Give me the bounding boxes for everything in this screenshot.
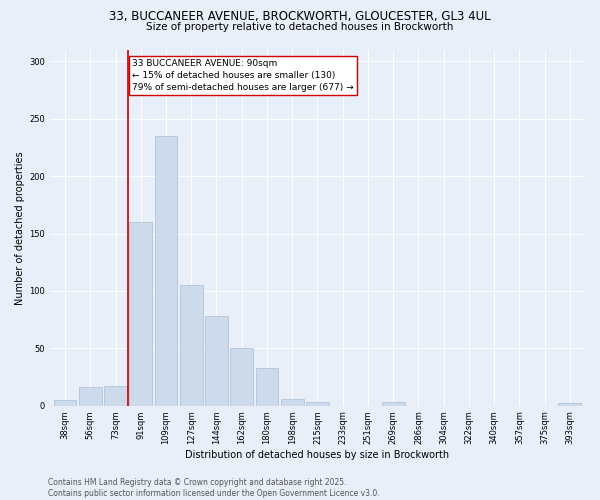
Text: 33, BUCCANEER AVENUE, BROCKWORTH, GLOUCESTER, GL3 4UL: 33, BUCCANEER AVENUE, BROCKWORTH, GLOUCE… xyxy=(109,10,491,23)
Bar xyxy=(205,316,228,406)
X-axis label: Distribution of detached houses by size in Brockworth: Distribution of detached houses by size … xyxy=(185,450,449,460)
Bar xyxy=(382,402,404,406)
Bar xyxy=(230,348,253,406)
Bar xyxy=(79,388,101,406)
Bar xyxy=(155,136,178,406)
Bar xyxy=(180,285,203,406)
Bar xyxy=(130,222,152,406)
Bar xyxy=(559,404,581,406)
Bar xyxy=(256,368,278,406)
Text: Contains HM Land Registry data © Crown copyright and database right 2025.
Contai: Contains HM Land Registry data © Crown c… xyxy=(48,478,380,498)
Bar xyxy=(104,386,127,406)
Bar xyxy=(281,399,304,406)
Text: 33 BUCCANEER AVENUE: 90sqm
← 15% of detached houses are smaller (130)
79% of sem: 33 BUCCANEER AVENUE: 90sqm ← 15% of deta… xyxy=(132,59,353,92)
Y-axis label: Number of detached properties: Number of detached properties xyxy=(15,151,25,304)
Bar xyxy=(53,400,76,406)
Bar xyxy=(306,402,329,406)
Text: Size of property relative to detached houses in Brockworth: Size of property relative to detached ho… xyxy=(146,22,454,32)
